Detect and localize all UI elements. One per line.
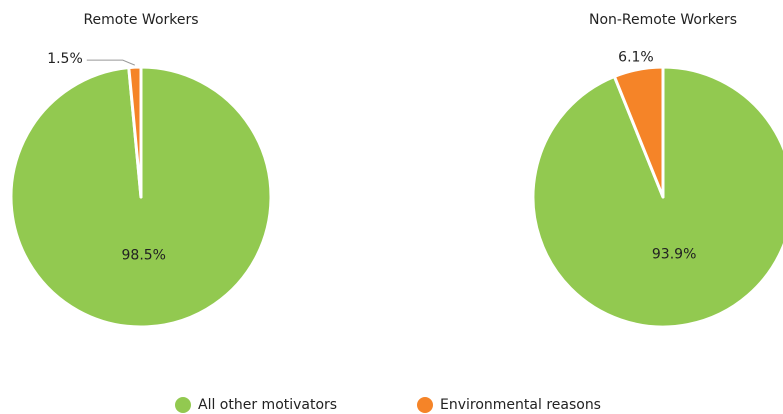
data-label: 1.5%	[47, 51, 83, 67]
pie-slice	[531, 65, 783, 329]
data-label: 6.1%	[618, 50, 654, 66]
pie-slice	[612, 65, 665, 199]
legend-swatch	[417, 397, 433, 413]
leader-line	[86, 59, 135, 66]
data-label: 93.9%	[652, 246, 696, 262]
chart-title: Remote Workers	[83, 12, 198, 28]
legend-label: Environmental reasons	[440, 397, 601, 413]
pie-slice	[127, 65, 143, 199]
legend-swatch	[175, 397, 191, 413]
chart-title: Non-Remote Workers	[589, 12, 737, 28]
data-label: 98.5%	[122, 247, 166, 263]
legend-label: All other motivators	[198, 397, 337, 413]
